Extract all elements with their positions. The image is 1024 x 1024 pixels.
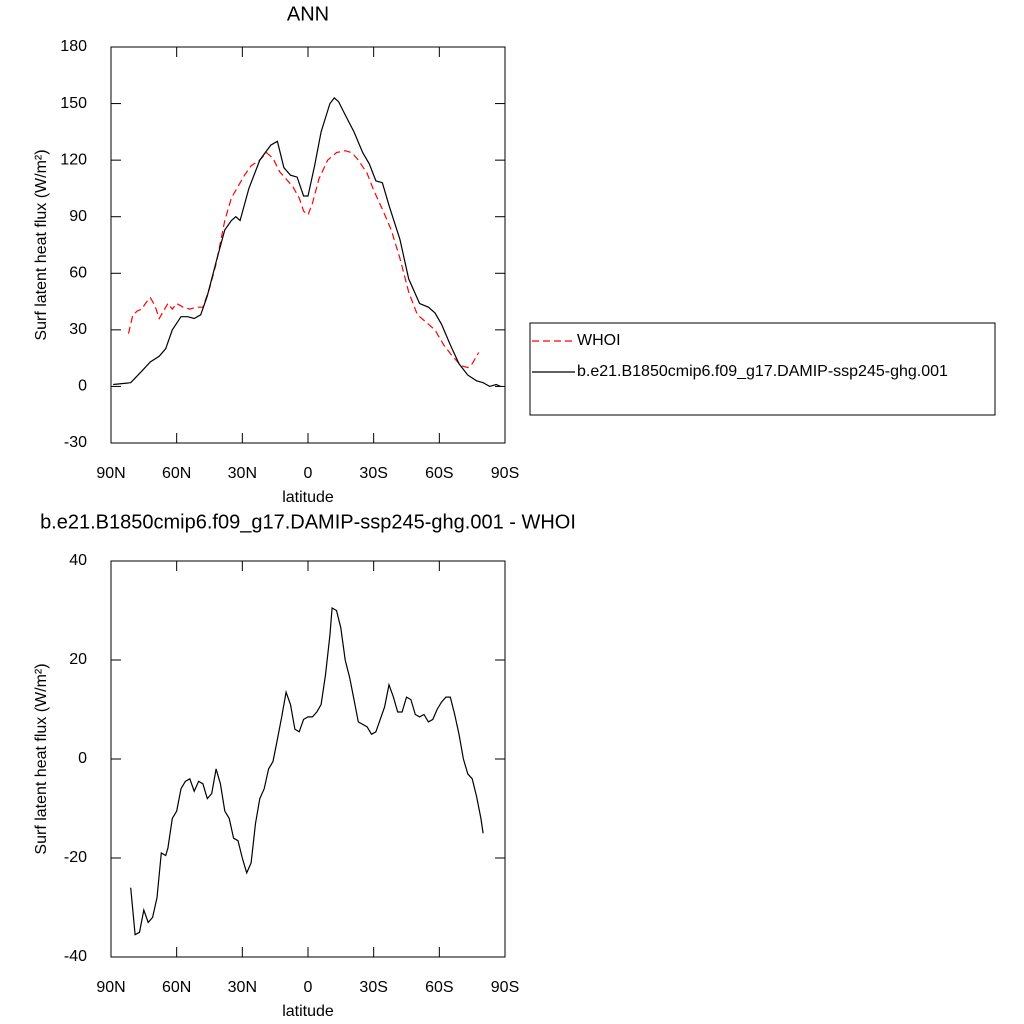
series-line (130, 607, 484, 936)
x-tick-label: 60N (162, 465, 191, 482)
plot-frame (110, 46, 506, 444)
y-axis-label: Surf latent heat flux (W/m²) (33, 663, 50, 854)
x-tick-label: 30S (359, 465, 387, 482)
y-tick-label: 0 (78, 378, 87, 395)
chart-title: b.e21.B1850cmip6.f09_g17.DAMIP-ssp245-gh… (40, 511, 576, 533)
y-tick-label: 20 (69, 651, 87, 668)
y-tick-label: -30 (64, 434, 87, 451)
y-tick-label: -40 (64, 948, 87, 965)
x-tick-label: 60S (425, 465, 453, 482)
legend-box (529, 322, 996, 416)
legend-label: b.e21.B1850cmip6.f09_g17.DAMIP-ssp245-gh… (577, 363, 948, 380)
series-line (113, 97, 501, 388)
y-tick-label: 150 (60, 95, 87, 112)
y-tick-label: 30 (69, 321, 87, 338)
x-tick-label: 90N (96, 465, 125, 482)
y-tick-label: 180 (60, 38, 87, 55)
chart-title: ANN (287, 3, 329, 25)
x-tick-label: 60S (425, 979, 453, 996)
x-tick-label: 0 (304, 979, 313, 996)
x-tick-label: 90N (96, 979, 125, 996)
x-axis-label: latitude (282, 1003, 334, 1020)
y-tick-label: 120 (60, 151, 87, 168)
y-tick-label: -20 (64, 849, 87, 866)
y-axis-label: Surf latent heat flux (W/m²) (33, 149, 50, 340)
x-tick-label: 30N (228, 979, 257, 996)
series-line (127, 150, 480, 369)
plot-frame (110, 560, 506, 958)
x-tick-label: 0 (304, 465, 313, 482)
x-tick-label: 30S (359, 979, 387, 996)
y-tick-label: 40 (69, 552, 87, 569)
x-tick-label: 60N (162, 979, 191, 996)
x-tick-label: 90S (491, 979, 519, 996)
y-tick-label: 0 (78, 750, 87, 767)
legend-label: WHOI (577, 332, 621, 349)
x-tick-label: 90S (491, 465, 519, 482)
x-tick-label: 30N (228, 465, 257, 482)
y-tick-label: 60 (69, 265, 87, 282)
y-tick-label: 90 (69, 208, 87, 225)
x-axis-label: latitude (282, 489, 334, 506)
